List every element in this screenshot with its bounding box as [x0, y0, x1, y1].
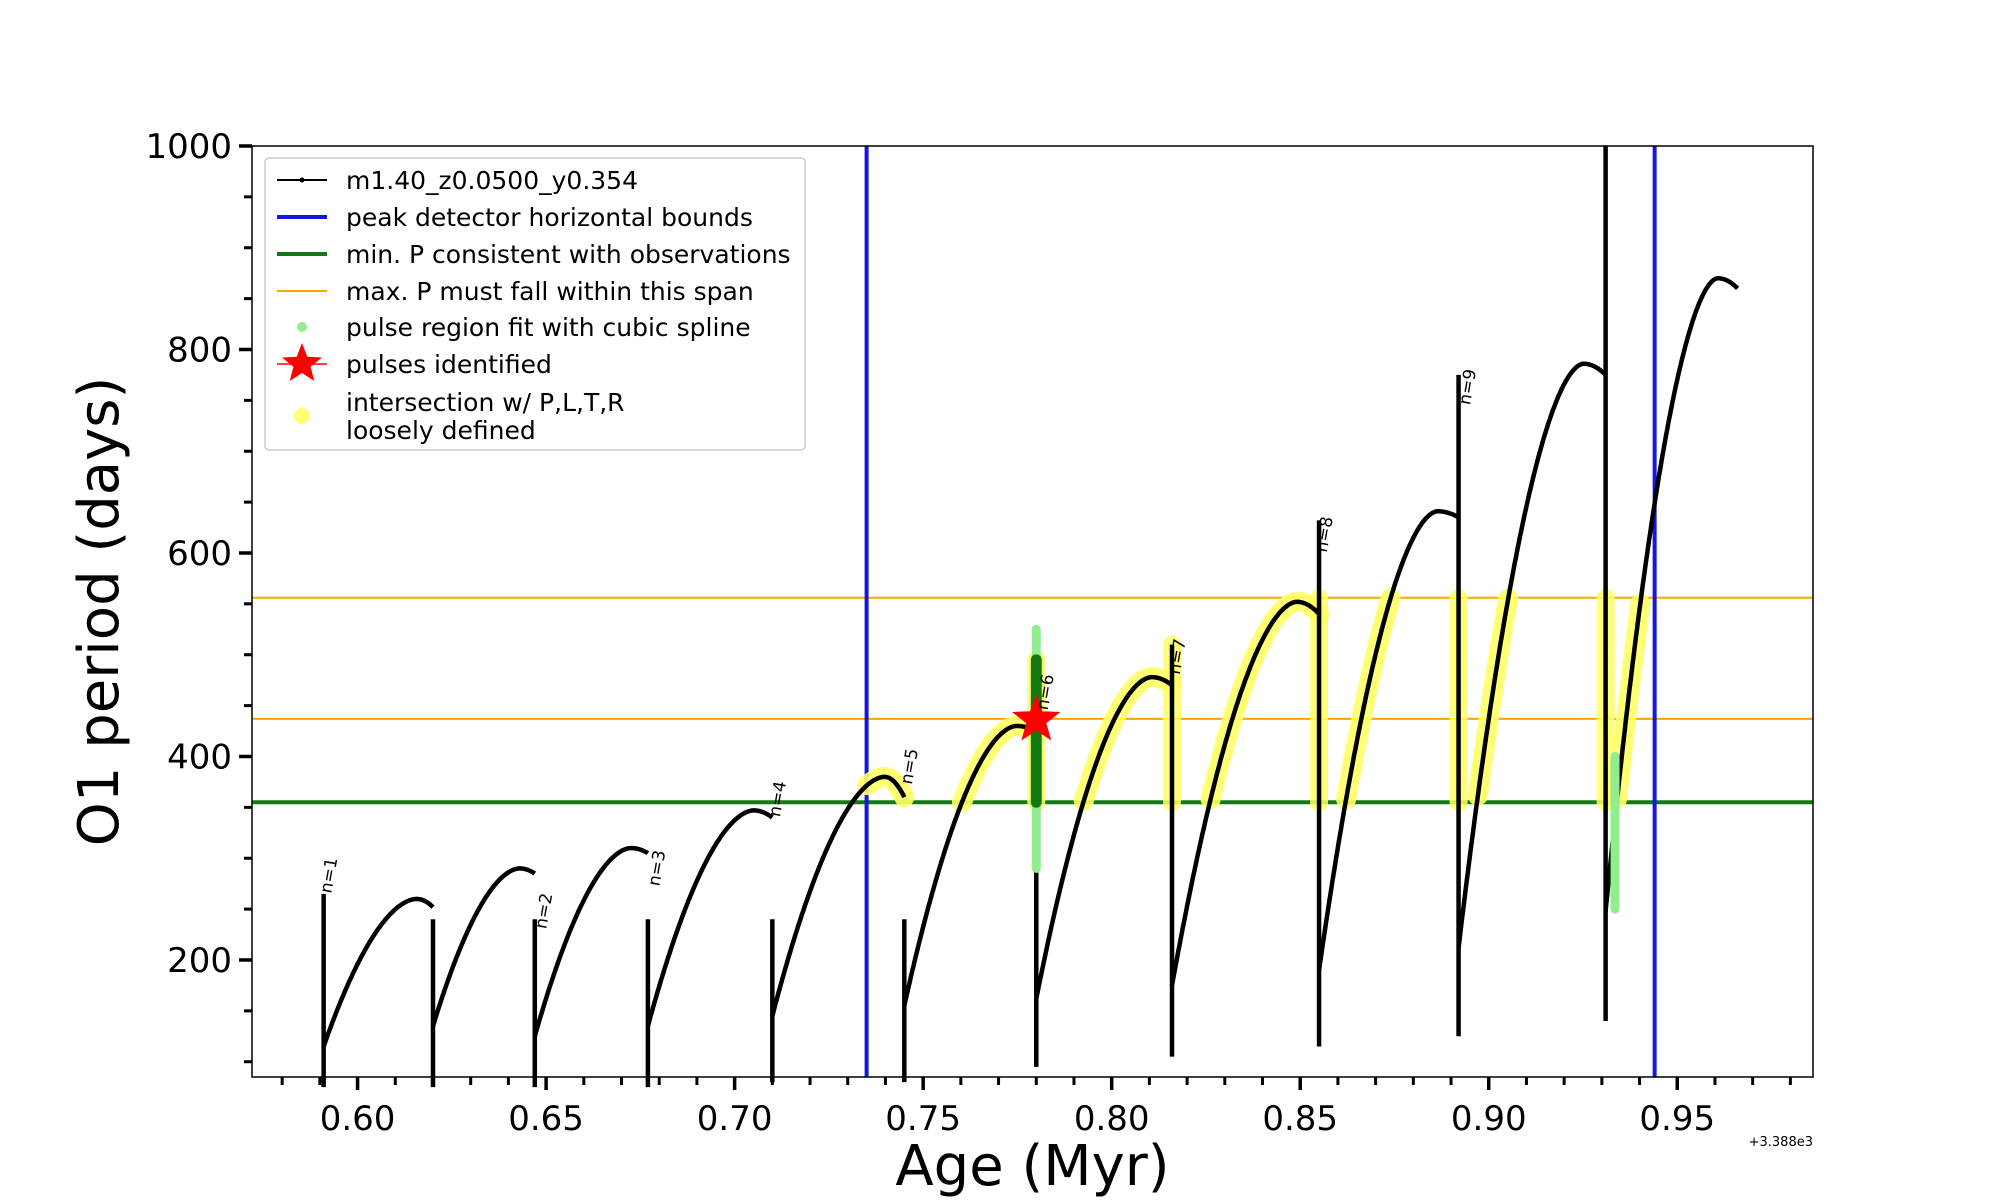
pulse-label-1: n=1: [316, 856, 342, 895]
x-tick-label-8: 0.95: [1639, 1099, 1715, 1139]
series-segment-11: [1603, 276, 1740, 912]
legend-box: [264, 157, 806, 451]
series-segment-6: [902, 723, 1038, 1007]
legend-label-4: max. P must fall within this span: [346, 277, 754, 306]
y-tick-label-5: 1000: [145, 127, 232, 167]
legend-handle-7: [294, 408, 310, 424]
x-tick-label-2: 0.65: [508, 1099, 584, 1139]
series-segment-5: [770, 774, 907, 1017]
legend-handle-1-dot: [299, 177, 305, 183]
series-segment-3: [532, 845, 650, 1037]
legend-label-7-line2: loosely defined: [346, 416, 536, 445]
legend-handle-6: [282, 343, 322, 381]
pulse-label-2: n=2: [531, 892, 557, 931]
legend-handle-5: [297, 322, 307, 332]
pulse-label-4: n=4: [765, 780, 791, 819]
plot-frame: [251, 145, 1814, 1078]
pulse-label-3: n=3: [644, 849, 670, 888]
x-tick-label-1: 0.60: [320, 1099, 396, 1139]
x-tick-label-7: 0.90: [1451, 1099, 1527, 1139]
series-segment-2: [430, 866, 537, 1027]
x-tick-label-4: 0.75: [885, 1099, 961, 1139]
legend-label-1: m1.40_z0.0500_y0.354: [346, 166, 638, 195]
y-tick-label-3: 600: [167, 534, 232, 574]
x-tick-label-3: 0.70: [697, 1099, 773, 1139]
series-segment-8: [1169, 599, 1321, 986]
y-tick-label-4: 800: [167, 330, 232, 370]
legend-label-2: peak detector horizontal bounds: [346, 203, 753, 232]
y-axis-title: O1 period (days): [67, 377, 132, 847]
x-tick-label-6: 0.85: [1262, 1099, 1338, 1139]
series-segment-4: [645, 808, 774, 1027]
y-tick-label-2: 400: [167, 737, 232, 777]
y-tick-label-1: 200: [167, 941, 232, 981]
pulse-label-5: n=5: [897, 747, 923, 786]
series-segment-9: [1316, 509, 1460, 971]
series-segment-10: [1456, 361, 1608, 949]
x-tick-label-5: 0.80: [1074, 1099, 1150, 1139]
series-segment-1: [321, 896, 435, 1048]
legend-label-3: min. P consistent with observations: [346, 240, 791, 269]
legend-label-6: pulses identified: [346, 350, 552, 379]
legend-label-5: pulse region fit with cubic spline: [346, 313, 751, 342]
x-axis-title: Age (Myr): [895, 1134, 1169, 1199]
legend-label-7: intersection w/ P,L,T,R: [346, 388, 625, 417]
x-axis-offset-label: +3.388e3: [1749, 1135, 1813, 1150]
pulse-label-8: n=8: [1312, 515, 1338, 554]
pulse-label-9: n=9: [1455, 368, 1481, 407]
series-segment-7: [1034, 674, 1174, 1000]
identified-pulse-star: [1012, 694, 1061, 741]
